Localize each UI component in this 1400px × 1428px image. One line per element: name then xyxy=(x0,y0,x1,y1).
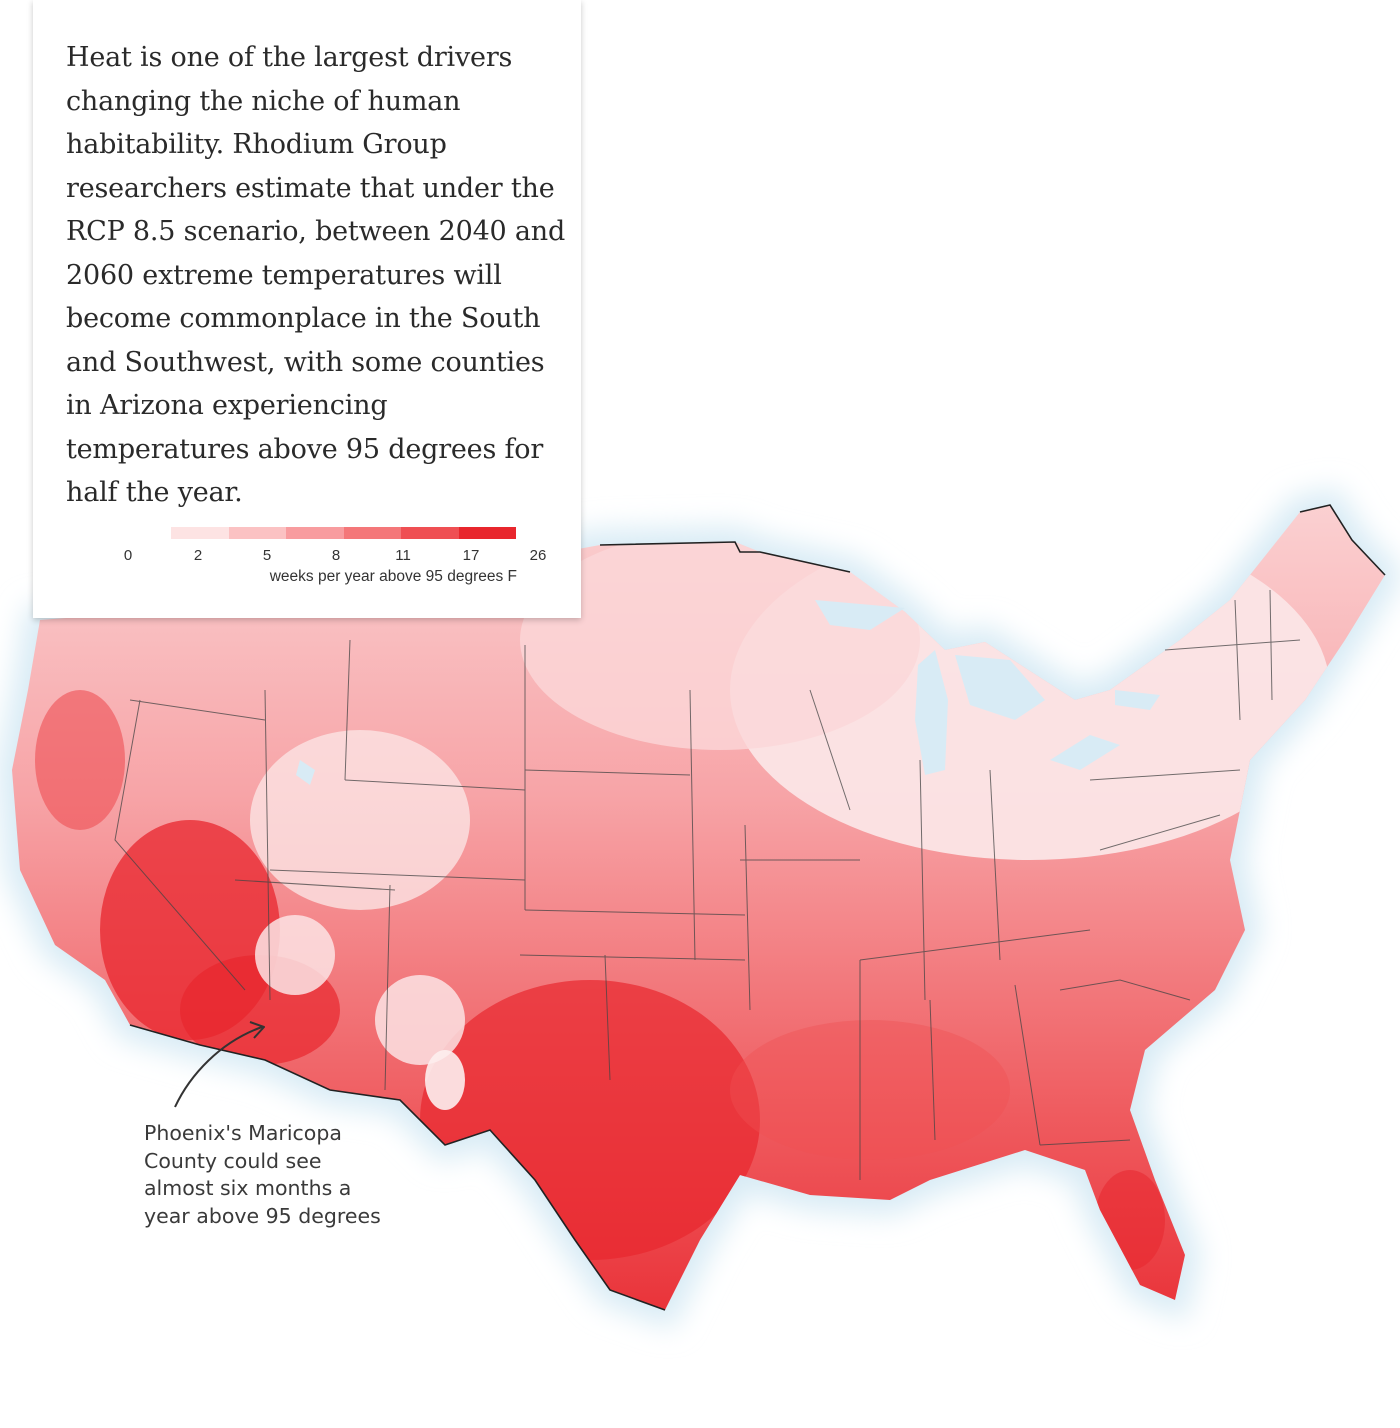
legend-tick: 26 xyxy=(529,547,547,564)
legend-swatch xyxy=(228,527,286,539)
legend-tick: 11 xyxy=(395,547,411,564)
great-lakes xyxy=(296,600,1160,785)
legend-tick: 0 xyxy=(123,547,133,564)
legend-tick: 17 xyxy=(462,547,480,564)
legend-swatch xyxy=(171,527,229,539)
legend-swatch xyxy=(286,527,344,539)
legend: 0 2 5 8 11 17 26 weeks per year above 95… xyxy=(82,527,546,587)
legend-swatch xyxy=(458,527,516,539)
maricopa-annotation: Phoenix's Maricopa County could see almo… xyxy=(144,1121,381,1228)
intro-card: Heat is one of the largest drivers chang… xyxy=(33,0,581,618)
legend-swatch xyxy=(401,527,459,539)
intro-text: Heat is one of the largest drivers chang… xyxy=(66,42,566,508)
annotation-arrow xyxy=(174,1021,265,1108)
legend-tick: 5 xyxy=(262,547,272,564)
legend-tick: 2 xyxy=(193,547,203,564)
state-borders xyxy=(114,589,1301,1180)
legend-color-bar xyxy=(171,527,516,539)
legend-swatch xyxy=(343,527,401,539)
national-border xyxy=(129,504,1386,1311)
legend-tick: 8 xyxy=(331,547,341,564)
legend-caption: weeks per year above 95 degrees F xyxy=(269,568,517,585)
